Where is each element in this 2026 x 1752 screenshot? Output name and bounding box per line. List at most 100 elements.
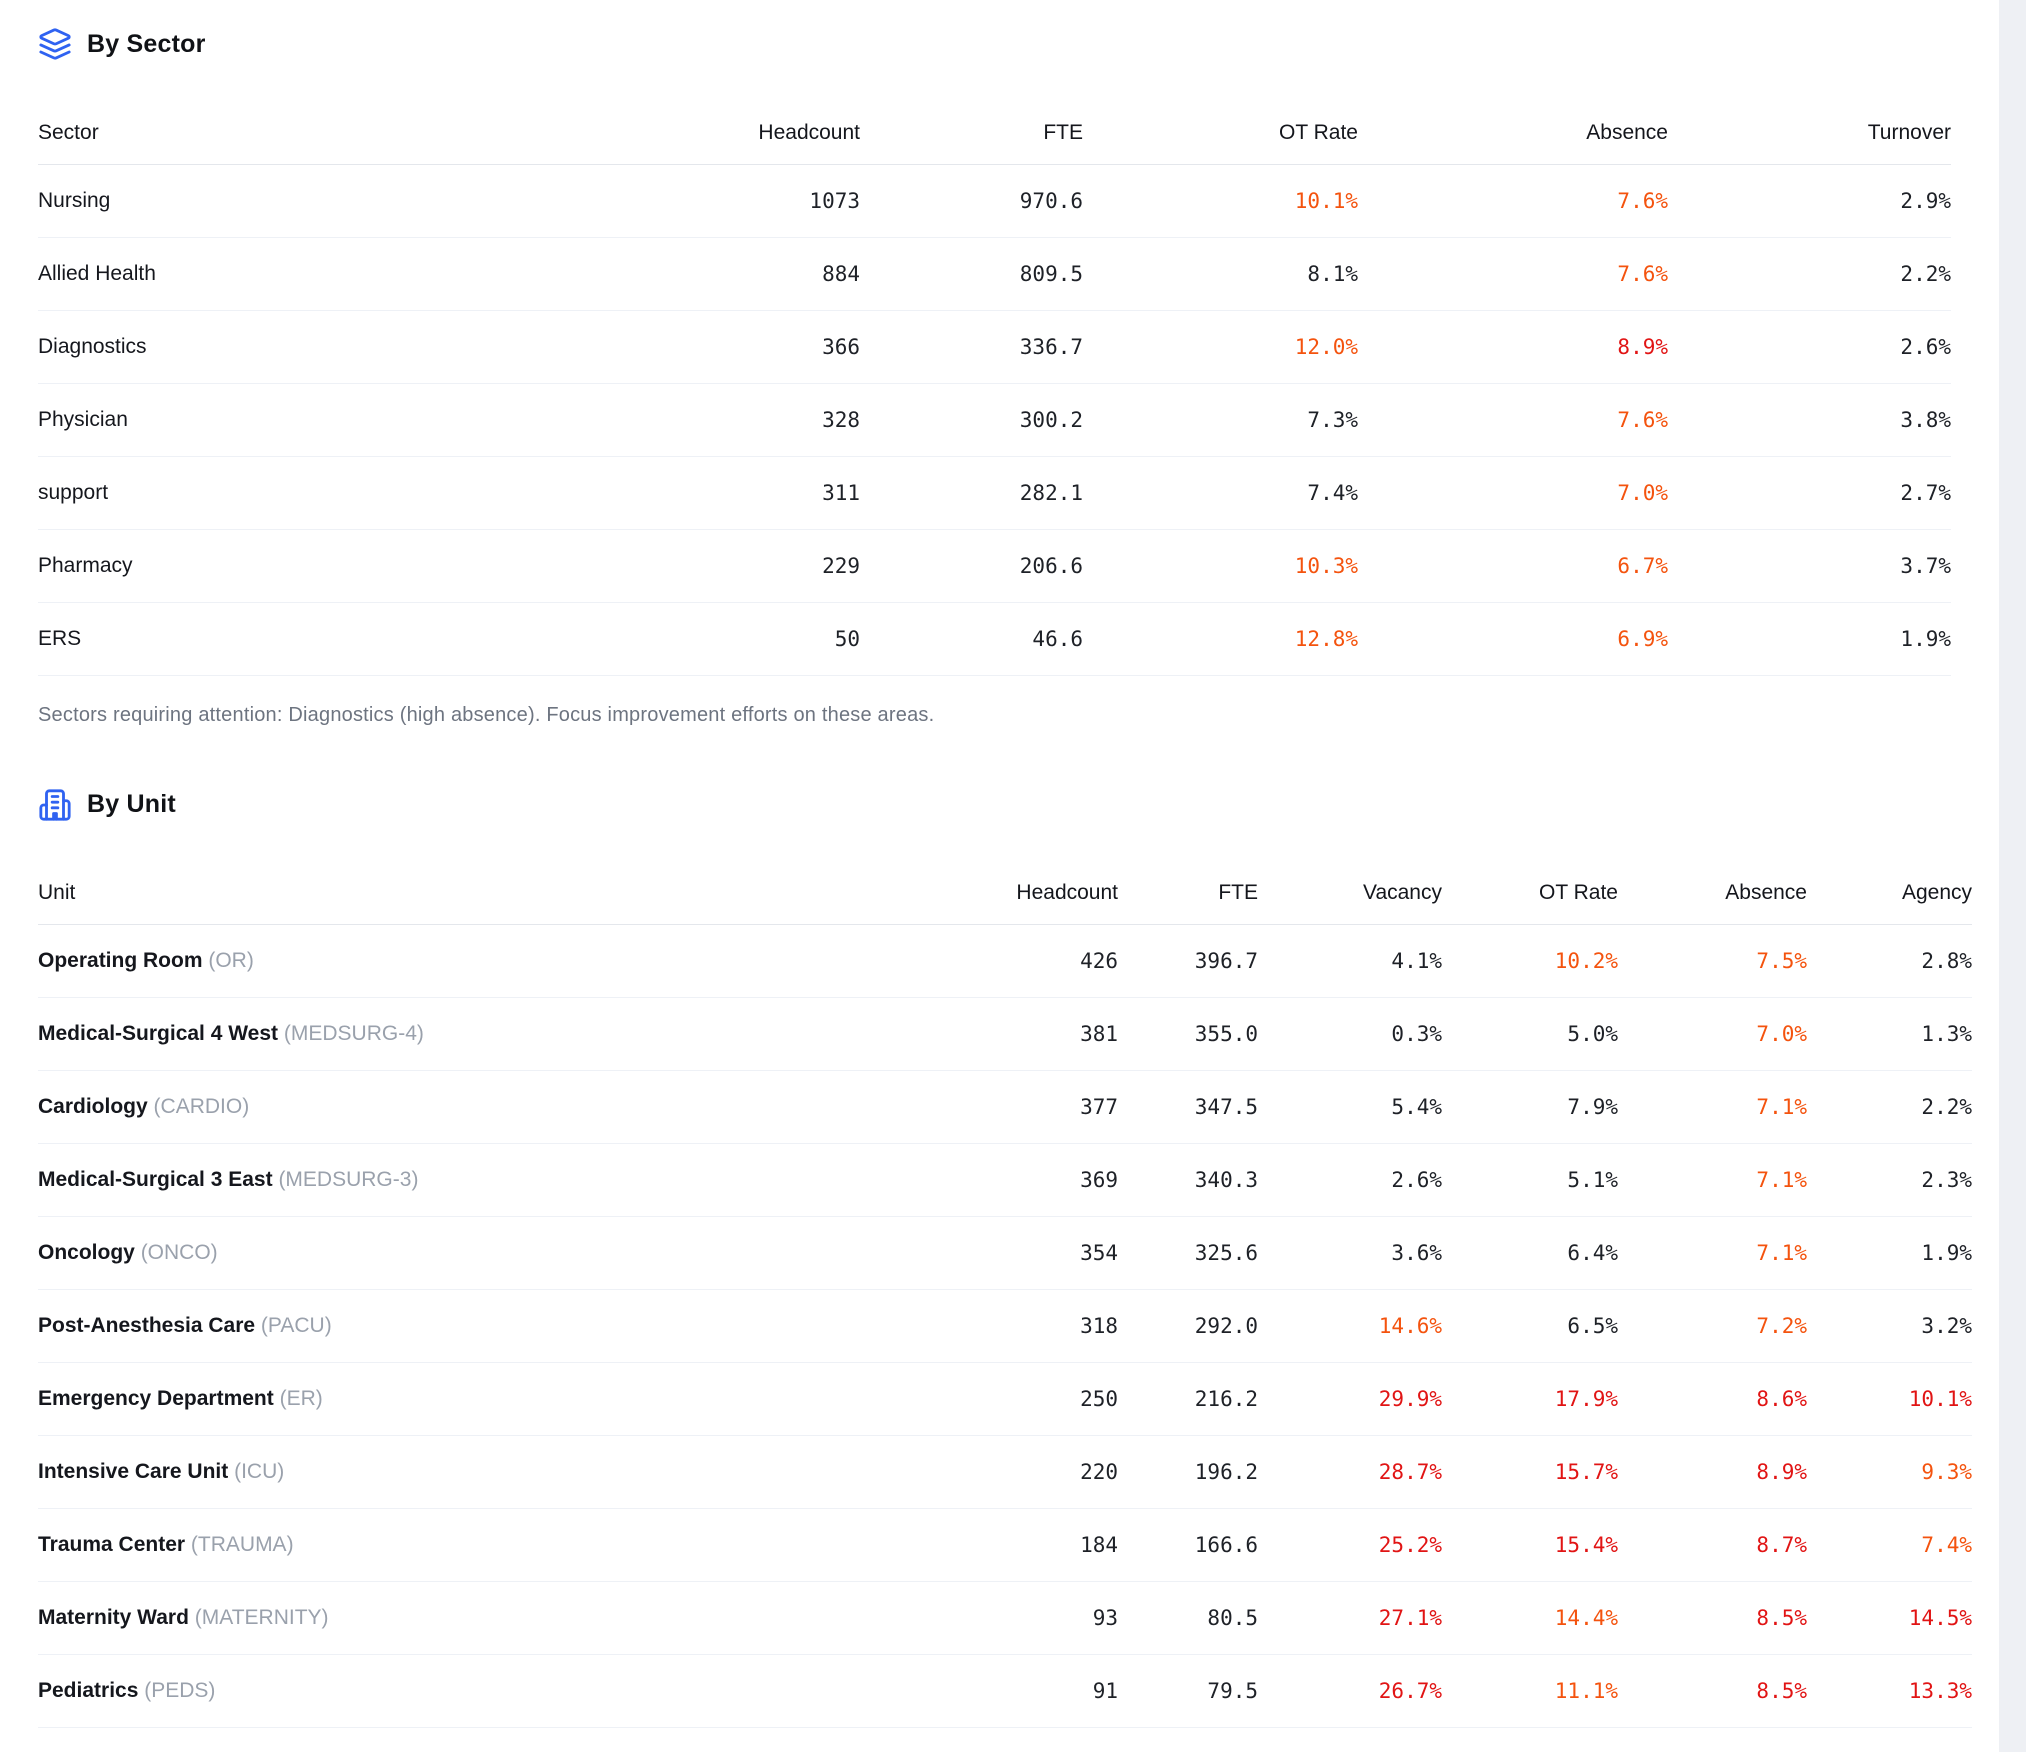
unit-value-cell: 10.2% bbox=[1442, 924, 1618, 998]
unit-row-code: (CARDIO) bbox=[153, 1095, 250, 1118]
unit-row-name-cell: Trauma Center (TRAUMA) bbox=[38, 1508, 678, 1582]
sector-row-label: Physician bbox=[38, 407, 128, 431]
sector-value-cell: 3.8% bbox=[1668, 383, 1951, 457]
sector-row-label: Nursing bbox=[38, 188, 111, 212]
sector-row: Physician 328 300.2 7.3% 7.6% 3.8% bbox=[38, 383, 1951, 457]
unit-value-cell: 3.6% bbox=[1258, 1216, 1442, 1290]
unit-row-name-cell: Emergency Department (ER) bbox=[38, 1362, 678, 1436]
unit-row-name-cell: Pediatrics (PEDS) bbox=[38, 1654, 678, 1728]
sector-row-name-cell: Diagnostics bbox=[38, 310, 578, 384]
unit-value-cell: 2.6% bbox=[1258, 1143, 1442, 1217]
unit-value-cell: 7.1% bbox=[1618, 1070, 1807, 1144]
unit-value-cell: 2.8% bbox=[1807, 924, 1972, 998]
sector-value-cell: 12.8% bbox=[1083, 602, 1358, 676]
unit-value-cell: 6.5% bbox=[1442, 1289, 1618, 1363]
unit-value-cell: 381 bbox=[678, 997, 1118, 1071]
unit-row: Emergency Department (ER) 250 216.2 29.9% 17… bbox=[38, 1362, 1972, 1436]
sector-value-cell: 7.0% bbox=[1358, 456, 1668, 530]
unit-row-code: (MEDSURG-3) bbox=[278, 1168, 419, 1191]
unit-value-cell: 7.9% bbox=[1442, 1070, 1618, 1144]
sector-row-name-cell: Allied Health bbox=[38, 237, 578, 311]
unit-value-cell: 7.1% bbox=[1618, 1143, 1807, 1217]
unit-value-cell: 79.5 bbox=[1118, 1654, 1258, 1728]
unit-column-header: Agency bbox=[1807, 862, 1972, 925]
unit-value-cell: 17.9% bbox=[1442, 1362, 1618, 1436]
unit-value-cell: 184 bbox=[678, 1508, 1118, 1582]
sector-column-header: FTE bbox=[860, 102, 1083, 165]
unit-row: Post-Anesthesia Care (PACU) 318 292.0 14.6%… bbox=[38, 1289, 1972, 1363]
unit-value-cell: 196.2 bbox=[1118, 1435, 1258, 1509]
section-title-by-unit: By Unit bbox=[87, 790, 176, 818]
unit-value-cell: 14.5% bbox=[1807, 1581, 1972, 1655]
unit-value-cell: 1.3% bbox=[1807, 997, 1972, 1071]
unit-row-code: (PEDS) bbox=[144, 1679, 216, 1702]
sector-row-label: ERS bbox=[38, 626, 82, 650]
unit-row: Operating Room (OR) 426 396.7 4.1% 10.2% 7.5%… bbox=[38, 924, 1972, 998]
unit-value-cell: 8.5% bbox=[1618, 1654, 1807, 1728]
unit-row: Medical-Surgical 3 East (MEDSURG-3) 369 34… bbox=[38, 1143, 1972, 1217]
unit-value-cell: 250 bbox=[678, 1362, 1118, 1436]
sector-value-cell: 2.7% bbox=[1668, 456, 1951, 530]
sector-value-cell: 12.0% bbox=[1083, 310, 1358, 384]
unit-row-label: Post-Anesthesia Care bbox=[38, 1314, 256, 1337]
sector-row-label: Diagnostics bbox=[38, 334, 147, 358]
unit-section: By Unit Unit Headcount FTE Vacancy OT Rate Ab… bbox=[38, 783, 1972, 1728]
sector-value-cell: 1.9% bbox=[1668, 602, 1951, 676]
sector-value-cell: 809.5 bbox=[860, 237, 1083, 311]
unit-row-code: (TRAUMA) bbox=[190, 1533, 294, 1556]
unit-value-cell: 25.2% bbox=[1258, 1508, 1442, 1582]
unit-header-row: Unit Headcount FTE Vacancy OT Rate Absence Age… bbox=[38, 862, 1972, 925]
sector-column-header: Sector bbox=[38, 102, 578, 165]
sector-value-cell: 229 bbox=[578, 529, 860, 603]
unit-value-cell: 27.1% bbox=[1258, 1581, 1442, 1655]
sector-value-cell: 970.6 bbox=[860, 164, 1083, 238]
unit-row: Cardiology (CARDIO) 377 347.5 5.4% 7.9% 7.1% 2… bbox=[38, 1070, 1972, 1144]
sector-note: Sectors requiring attention: Diagnostics… bbox=[38, 703, 935, 726]
unit-column-header: Absence bbox=[1618, 862, 1807, 925]
unit-row-name-cell: Operating Room (OR) bbox=[38, 924, 678, 998]
unit-value-cell: 11.1% bbox=[1442, 1654, 1618, 1728]
unit-row-name-cell: Oncology (ONCO) bbox=[38, 1216, 678, 1290]
unit-value-cell: 13.3% bbox=[1807, 1654, 1972, 1728]
sector-row-label: Allied Health bbox=[38, 261, 156, 285]
unit-row-code: (MATERNITY) bbox=[194, 1606, 329, 1629]
sector-value-cell: 311 bbox=[578, 456, 860, 530]
unit-value-cell: 80.5 bbox=[1118, 1581, 1258, 1655]
unit-row-name-cell: Medical-Surgical 3 East (MEDSURG-3) bbox=[38, 1143, 678, 1217]
unit-value-cell: 166.6 bbox=[1118, 1508, 1258, 1582]
sector-value-cell: 300.2 bbox=[860, 383, 1083, 457]
sector-value-cell: 1073 bbox=[578, 164, 860, 238]
unit-value-cell: 5.0% bbox=[1442, 997, 1618, 1071]
unit-value-cell: 7.5% bbox=[1618, 924, 1807, 998]
unit-value-cell: 29.9% bbox=[1258, 1362, 1442, 1436]
unit-column-header: FTE bbox=[1118, 862, 1258, 925]
unit-row-label: Maternity Ward bbox=[38, 1606, 189, 1629]
sector-value-cell: 6.9% bbox=[1358, 602, 1668, 676]
scrollbar-gutter[interactable] bbox=[1999, 0, 2026, 1752]
sector-value-cell: 7.6% bbox=[1358, 237, 1668, 311]
sector-row: Diagnostics 366 336.7 12.0% 8.9% 2.6% bbox=[38, 310, 1951, 384]
unit-value-cell: 354 bbox=[678, 1216, 1118, 1290]
unit-table: Unit Headcount FTE Vacancy OT Rate Absence Age… bbox=[38, 862, 1972, 1728]
unit-row-label: Medical-Surgical 3 East bbox=[38, 1168, 273, 1191]
sector-column-header: Absence bbox=[1358, 102, 1668, 165]
sector-value-cell: 366 bbox=[578, 310, 860, 384]
unit-value-cell: 8.7% bbox=[1618, 1508, 1807, 1582]
unit-row-label: Pediatrics bbox=[38, 1679, 139, 1702]
unit-row-label: Cardiology bbox=[38, 1095, 148, 1118]
unit-row-label: Operating Room bbox=[38, 949, 203, 972]
unit-value-cell: 28.7% bbox=[1258, 1435, 1442, 1509]
unit-value-cell: 14.4% bbox=[1442, 1581, 1618, 1655]
sector-value-cell: 10.3% bbox=[1083, 529, 1358, 603]
unit-value-cell: 1.9% bbox=[1807, 1216, 1972, 1290]
unit-row-name-cell: Intensive Care Unit (ICU) bbox=[38, 1435, 678, 1509]
unit-value-cell: 91 bbox=[678, 1654, 1118, 1728]
unit-row-label: Trauma Center bbox=[38, 1533, 186, 1556]
sector-row-label: Pharmacy bbox=[38, 553, 133, 577]
unit-value-cell: 15.7% bbox=[1442, 1435, 1618, 1509]
unit-value-cell: 5.1% bbox=[1442, 1143, 1618, 1217]
unit-value-cell: 10.1% bbox=[1807, 1362, 1972, 1436]
unit-value-cell: 3.2% bbox=[1807, 1289, 1972, 1363]
unit-value-cell: 26.7% bbox=[1258, 1654, 1442, 1728]
sector-row: Pharmacy 229 206.6 10.3% 6.7% 3.7% bbox=[38, 529, 1951, 603]
